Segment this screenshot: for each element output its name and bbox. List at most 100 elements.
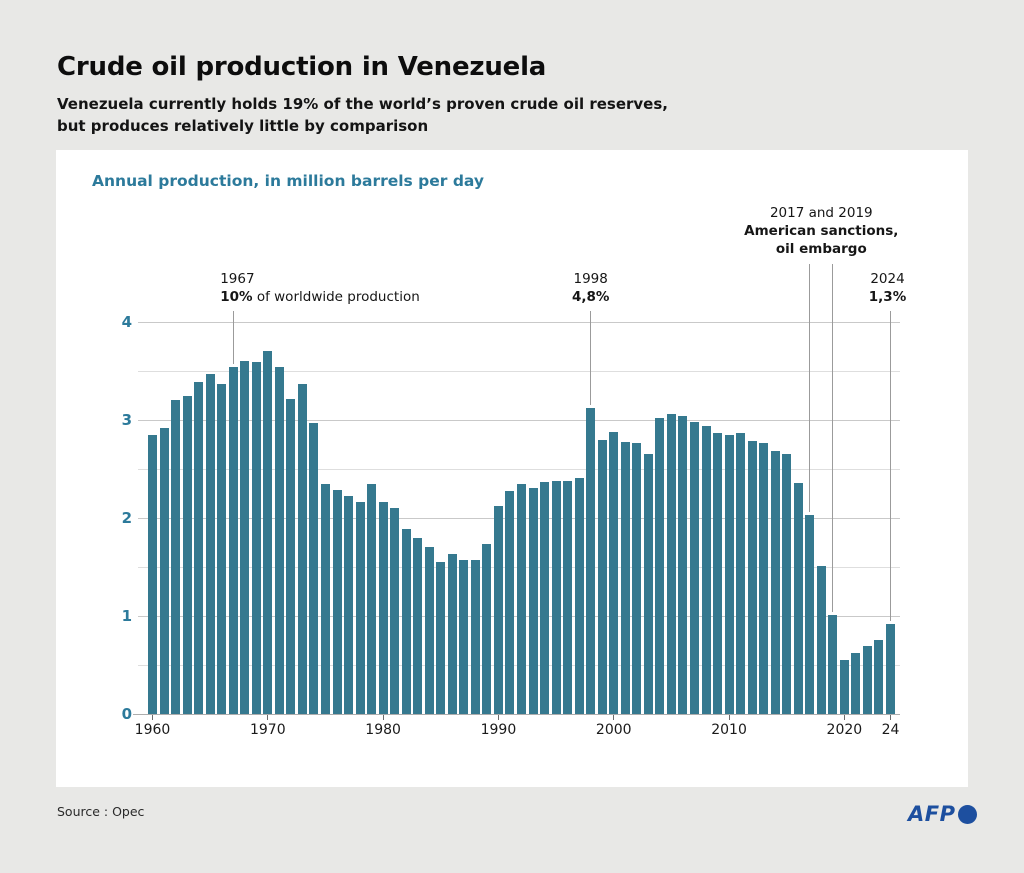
- plot-area: 0 1 2 3 4 1960 1970 1980 1990 2000 2010 2020 24 1967 1…: [56, 150, 968, 787]
- bar-2017: [805, 515, 815, 714]
- x-axis-tick-2010: [728, 715, 730, 720]
- ann-1998-label: 1998 4,8%: [571, 271, 610, 306]
- bar-1976: [332, 489, 342, 714]
- bar-1986: [447, 554, 457, 714]
- x-axis-label-1990: 1990: [480, 722, 517, 738]
- bar-1977: [344, 495, 354, 714]
- bar-1981: [390, 508, 400, 714]
- gridline: [138, 371, 900, 372]
- bar-1973: [297, 383, 307, 714]
- bar-2003: [643, 454, 653, 714]
- bar-1983: [413, 537, 423, 714]
- bar-1970: [263, 351, 273, 714]
- bar-2004: [655, 418, 665, 714]
- bar-1997: [574, 477, 584, 714]
- bar-2002: [632, 442, 642, 714]
- bar-1975: [320, 483, 330, 714]
- bar-1989: [482, 543, 492, 714]
- ann-2017-2019-pointer-line: [832, 264, 834, 613]
- bar-1980: [378, 502, 388, 714]
- bar-1978: [355, 502, 365, 714]
- y-axis-label-3: 3: [121, 411, 132, 429]
- bar-1972: [286, 399, 296, 714]
- bar-1967: [228, 367, 238, 714]
- bar-1971: [274, 367, 284, 714]
- bar-2014: [770, 451, 780, 714]
- bar-1996: [563, 480, 573, 714]
- ann-1998-pointer-line: [590, 311, 592, 406]
- ann-1967-label: 1967 10% of worldwide production: [220, 271, 420, 306]
- bar-1968: [240, 361, 250, 714]
- bar-1961: [159, 427, 169, 714]
- bar-2008: [701, 425, 711, 714]
- chart-panel: Annual production, in million barrels pe…: [56, 150, 968, 787]
- page-subtitle-line1: Venezuela currently holds 19% of the wor…: [57, 95, 668, 113]
- y-axis-label-4: 4: [121, 313, 132, 331]
- bar-2016: [793, 482, 803, 714]
- afp-logo-text: AFP: [908, 802, 956, 826]
- bar-1995: [551, 480, 561, 714]
- x-axis-label-2000: 2000: [595, 722, 632, 738]
- bar-1999: [597, 439, 607, 714]
- bar-1987: [459, 560, 469, 714]
- x-axis-tick-1980: [382, 715, 384, 720]
- page-subtitle: Venezuela currently holds 19% of the wor…: [57, 94, 668, 138]
- x-axis-tick-1990: [497, 715, 499, 720]
- bar-2011: [736, 432, 746, 714]
- x-axis-label-1970: 1970: [249, 722, 286, 738]
- bar-1988: [470, 560, 480, 714]
- page-title: Crude oil production in Venezuela: [57, 52, 547, 82]
- bar-2023: [874, 639, 884, 714]
- bar-1969: [251, 362, 261, 714]
- x-axis-tick-2024: [890, 715, 891, 720]
- bar-2021: [851, 653, 861, 714]
- afp-logo-circle-icon: [957, 804, 977, 824]
- bar-2020: [839, 660, 849, 714]
- bars-container: [148, 322, 895, 714]
- bar-2007: [689, 422, 699, 714]
- x-axis-tick-1970: [267, 715, 269, 720]
- gridline: [138, 469, 900, 470]
- y-axis-label-0: 0: [121, 705, 132, 723]
- bar-2001: [620, 441, 630, 714]
- bar-1982: [401, 528, 411, 714]
- bar-1993: [528, 487, 538, 714]
- x-axis-label-1980: 1980: [365, 722, 401, 738]
- bar-2018: [816, 566, 826, 714]
- afp-logo: AFP: [908, 800, 977, 828]
- bar-2006: [678, 416, 688, 714]
- y-axis-label-1: 1: [121, 607, 132, 625]
- ann-1967-pointer-line: [232, 311, 234, 365]
- bar-1974: [309, 422, 319, 714]
- bar-1963: [182, 395, 192, 714]
- source-text: Source : Opec: [57, 804, 145, 819]
- bar-1965: [205, 373, 215, 714]
- x-axis-baseline: [133, 714, 900, 715]
- bar-1992: [517, 483, 526, 714]
- bar-2019: [828, 615, 838, 714]
- chart-title: Annual production, in million barrels pe…: [92, 172, 485, 190]
- bar-1991: [505, 490, 515, 714]
- bar-1990: [493, 506, 503, 714]
- bar-2024: [886, 623, 895, 714]
- bar-2005: [666, 414, 676, 714]
- bar-1964: [194, 381, 204, 714]
- bar-1966: [217, 383, 227, 714]
- ann-2024-pointer-line: [890, 311, 891, 621]
- gridline: [138, 322, 900, 323]
- ann-2024-label: 2024 1,3%: [868, 271, 907, 306]
- x-axis-label-1960: 1960: [134, 722, 171, 738]
- gridline: [138, 420, 900, 421]
- x-axis-tick-2000: [613, 715, 615, 720]
- ann-2017-2019-label: 2017 and 2019 American sanctions, oil emba…: [744, 205, 899, 258]
- bar-2010: [724, 434, 734, 714]
- bar-2015: [782, 454, 792, 714]
- y-axis-label-2: 2: [121, 509, 132, 527]
- bar-1994: [540, 481, 550, 714]
- bar-2022: [862, 646, 872, 714]
- x-axis-tick-2020: [843, 715, 845, 720]
- bar-2012: [747, 440, 757, 714]
- bar-1962: [171, 400, 181, 714]
- bar-2013: [759, 442, 769, 714]
